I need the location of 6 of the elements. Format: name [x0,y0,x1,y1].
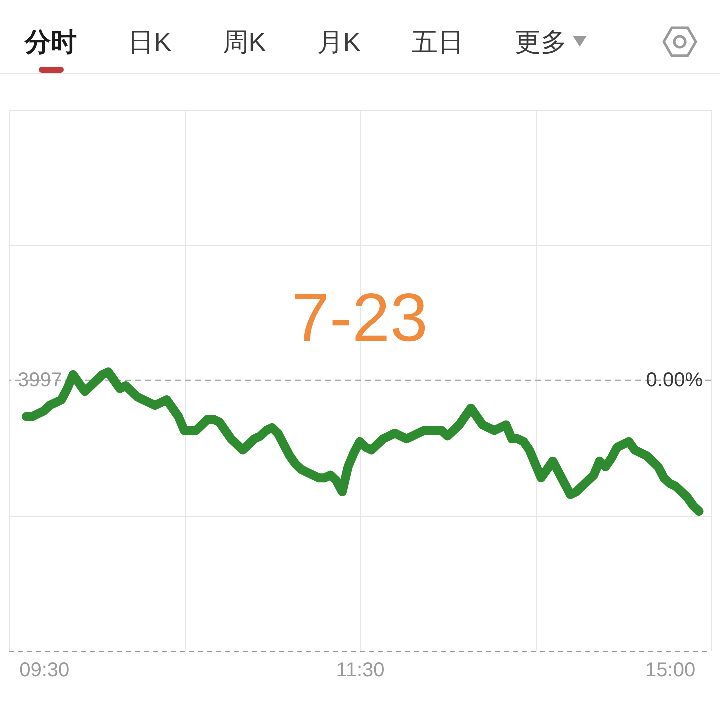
x-tick-label: 15:00 [646,660,696,682]
chart-title: 7-23 [292,280,428,356]
x-tick-label: 09:30 [20,660,70,682]
x-tick-label: 11:30 [336,660,385,682]
annotation: 0.00% [646,370,704,392]
text: 分时 日K 周K 月K 五日 更多 [25,27,568,57]
